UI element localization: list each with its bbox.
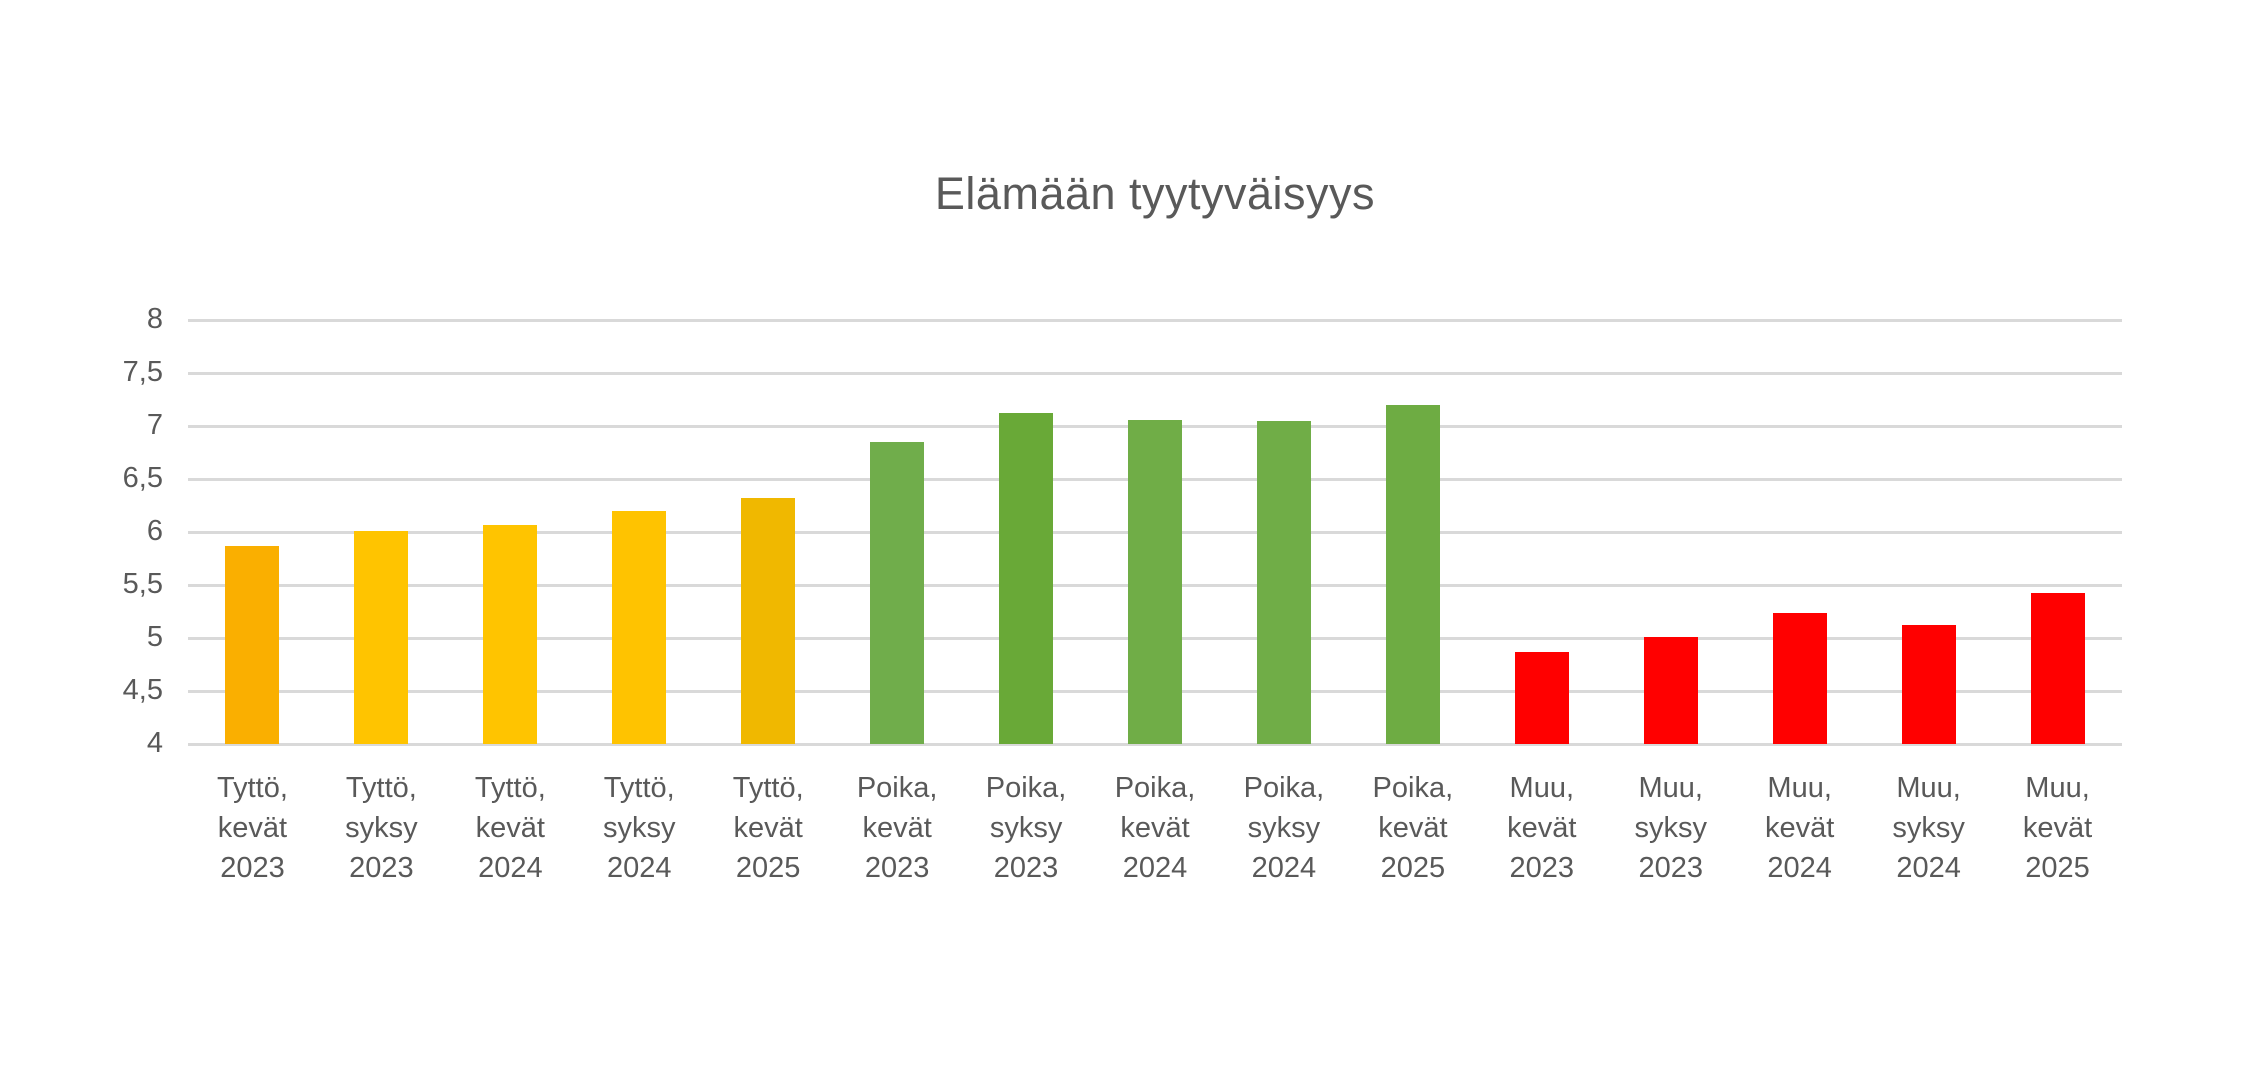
x-axis-label-line: Tyttö, xyxy=(345,772,417,804)
x-axis-label-line: 2023 xyxy=(993,852,1059,884)
bar-tytto-kevat-2025 xyxy=(741,498,796,744)
bar-muu-syksy-2024 xyxy=(1901,625,1956,744)
x-axis-label-line: Poika, xyxy=(1243,772,1325,804)
bar-poika-kevat-2023 xyxy=(870,441,925,744)
bar-tytto-syksy-2024 xyxy=(612,510,667,744)
x-axis-label-line: 2024 xyxy=(1122,852,1188,884)
x-axis-label-line: kevät xyxy=(217,812,288,844)
x-axis-label-line: 2025 xyxy=(735,852,801,884)
x-axis-label-line: kevät xyxy=(2022,812,2093,844)
x-axis-category-label: Poika, kevät 2025 xyxy=(1347,768,1479,888)
x-axis-label-line: syksy xyxy=(989,812,1063,844)
x-axis-category-label: Muu, syksy 2024 xyxy=(1863,768,1995,888)
x-axis-category-label: Poika, kevät 2024 xyxy=(1089,768,1221,888)
x-axis-label-line: 2023 xyxy=(864,852,930,884)
x-axis-label-line: kevät xyxy=(862,812,932,844)
x-axis-label-line: 2025 xyxy=(1380,852,1446,884)
chart-title: Elämään tyytyväisyys xyxy=(934,168,1376,219)
x-axis-label-line: Muu, xyxy=(1509,772,1575,804)
x-axis-category-label: Tyttö, kevät 2023 xyxy=(186,768,318,888)
y-axis-tick-label: 4 xyxy=(146,727,163,759)
x-axis-label-line: Muu, xyxy=(1896,772,1961,804)
x-axis-label-line: syksy xyxy=(1247,812,1321,844)
x-axis-category-label: Poika, syksy 2024 xyxy=(1218,768,1350,888)
x-axis-category-label: Tyttö, syksy 2023 xyxy=(315,768,447,888)
bar-tytto-kevat-2023 xyxy=(225,545,280,744)
x-axis-label-line: kevät xyxy=(1764,812,1835,844)
y-axis-tick-label: 5 xyxy=(146,621,163,653)
y-axis-tick-label: 7,5 xyxy=(122,356,163,388)
x-axis-label-line: syksy xyxy=(1892,812,1965,844)
bar-muu-kevat-2023 xyxy=(1514,651,1569,744)
y-axis-tick-label: 6 xyxy=(146,515,163,547)
bar-tytto-syksy-2023 xyxy=(354,530,409,744)
x-axis-label-line: kevät xyxy=(733,812,803,844)
bar-poika-syksy-2024 xyxy=(1256,420,1311,744)
x-axis-label-line: Tyttö, xyxy=(732,772,804,804)
x-axis-label-line: Tyttö, xyxy=(603,772,675,804)
gridline xyxy=(188,742,2122,746)
x-axis-label-line: 2023 xyxy=(1509,852,1575,884)
x-axis-label-line: syksy xyxy=(1634,812,1707,844)
x-axis-label-line: 2024 xyxy=(1767,852,1832,884)
bar-poika-kevat-2024 xyxy=(1128,419,1182,744)
x-axis-label-line: syksy xyxy=(603,812,676,844)
x-axis-category-label: Muu, kevät 2023 xyxy=(1476,768,1608,888)
x-axis-category-label: Muu, syksy 2023 xyxy=(1605,768,1737,888)
x-axis-label-line: 2023 xyxy=(349,852,414,884)
x-axis-label-line: Poika, xyxy=(985,772,1067,804)
x-axis-label-line: 2025 xyxy=(2025,852,2090,884)
bar-poika-syksy-2023 xyxy=(999,413,1054,744)
gridline xyxy=(188,371,2122,375)
bar-poika-kevat-2025 xyxy=(1385,404,1440,744)
x-axis-label-line: Muu, xyxy=(1767,772,1832,804)
x-axis-category-label: Tyttö, kevät 2024 xyxy=(444,768,576,888)
x-axis-label-line: 2024 xyxy=(1896,852,1961,884)
x-axis-label-line: Poika, xyxy=(1372,772,1454,804)
x-axis-label-line: kevät xyxy=(1507,812,1577,844)
x-axis-label-line: 2023 xyxy=(1638,852,1703,884)
x-axis-category-label: Muu, kevät 2025 xyxy=(1992,768,2124,888)
bar-muu-syksy-2023 xyxy=(1643,636,1698,744)
y-axis-tick-label: 5,5 xyxy=(122,568,163,600)
bar-muu-kevat-2025 xyxy=(2030,593,2085,744)
y-axis-tick-label: 7 xyxy=(146,409,163,441)
x-axis-label-line: Tyttö, xyxy=(217,772,288,804)
x-axis-label-line: kevät xyxy=(475,812,545,844)
x-axis-label-line: Poika, xyxy=(1114,772,1196,804)
x-axis-label-line: kevät xyxy=(1378,812,1448,844)
plot-area: 4 4,5 5 5,5 6 6,5 7 7,5 8 Tyttö, kevät 2023 Tyttö, sy… xyxy=(123,305,2122,884)
x-axis-category-label: Tyttö, syksy 2024 xyxy=(573,768,705,888)
x-axis-label-line: Poika, xyxy=(856,772,938,804)
y-axis-tick-label: 8 xyxy=(146,303,163,335)
x-axis-label-line: Tyttö, xyxy=(474,772,546,804)
x-axis-label-line: kevät xyxy=(1120,812,1190,844)
x-axis-label-line: 2024 xyxy=(1251,852,1317,884)
x-axis-category-label: Muu, kevät 2024 xyxy=(1734,768,1866,888)
bar-tytto-kevat-2024 xyxy=(483,524,538,744)
x-axis-category-label: Poika, syksy 2023 xyxy=(960,768,1092,888)
x-axis-label-line: 2023 xyxy=(220,852,285,884)
y-axis-tick-label: 6,5 xyxy=(122,462,163,494)
bar-muu-kevat-2024 xyxy=(1772,612,1827,744)
x-axis-label-line: syksy xyxy=(345,812,418,844)
x-axis-label-line: Muu, xyxy=(1638,772,1703,804)
y-axis-tick-label: 4,5 xyxy=(122,674,163,706)
x-axis-category-label: Tyttö, kevät 2025 xyxy=(702,768,834,888)
x-axis-label-line: Muu, xyxy=(2025,772,2090,804)
gridline xyxy=(188,318,2122,322)
x-axis-category-label: Poika, kevät 2023 xyxy=(831,768,963,888)
x-axis-label-line: 2024 xyxy=(478,852,543,884)
x-axis-label-line: 2024 xyxy=(607,852,672,884)
